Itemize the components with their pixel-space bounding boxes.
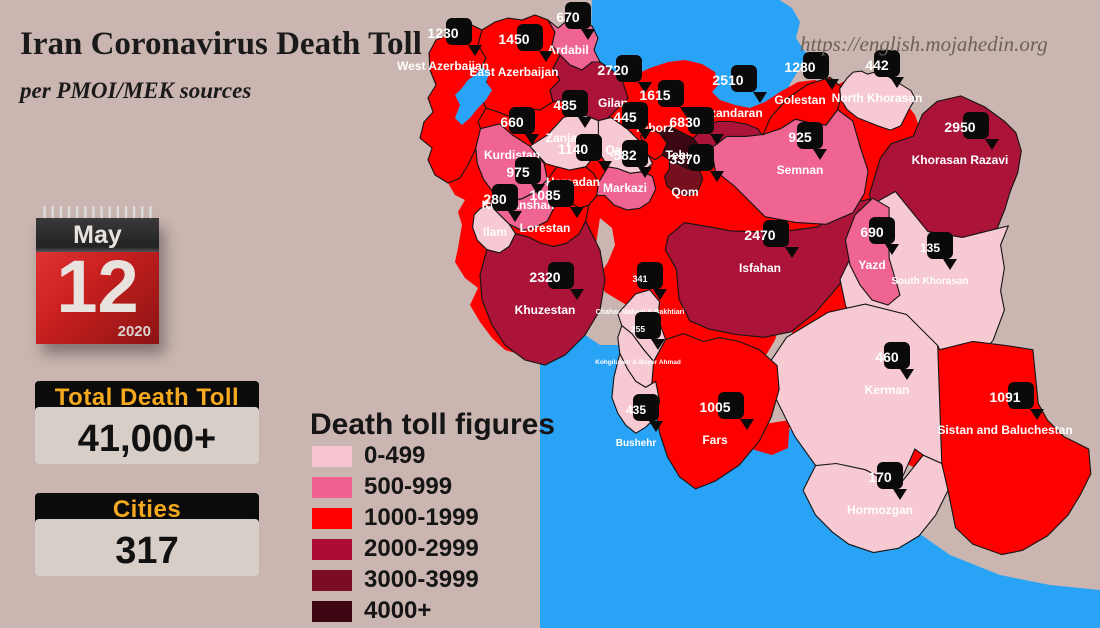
svg-text:2470: 2470 [744,227,775,243]
svg-text:670: 670 [556,9,580,25]
svg-text:Kerman: Kerman [865,383,910,397]
svg-text:582: 582 [613,147,637,163]
svg-text:2950: 2950 [944,119,975,135]
svg-text:1450: 1450 [498,31,529,47]
svg-text:925: 925 [788,129,812,145]
svg-text:341: 341 [632,274,647,284]
svg-text:170: 170 [868,469,892,485]
svg-text:1005: 1005 [699,399,730,415]
svg-text:Qom: Qom [671,185,698,199]
svg-text:280: 280 [483,191,507,207]
svg-text:660: 660 [500,114,524,130]
svg-text:2510: 2510 [712,72,743,88]
svg-text:255: 255 [631,324,645,334]
svg-text:Fars: Fars [702,433,728,447]
svg-text:1140: 1140 [558,141,589,157]
svg-text:Khorasan Razavi: Khorasan Razavi [912,153,1009,167]
svg-text:975: 975 [506,164,530,180]
svg-text:435: 435 [626,403,646,417]
svg-text:South Khorasan: South Khorasan [891,276,968,287]
svg-text:Khuzestan: Khuzestan [515,303,576,317]
svg-text:485: 485 [553,97,577,113]
svg-text:Golestan: Golestan [774,93,825,107]
svg-text:445: 445 [613,109,637,125]
svg-text:Semnan: Semnan [777,163,824,177]
svg-text:460: 460 [875,349,899,365]
svg-text:Markazi: Markazi [603,181,647,195]
svg-text:Ardabil: Ardabil [547,43,588,57]
svg-text:6830: 6830 [669,114,700,130]
svg-text:690: 690 [860,224,884,240]
svg-text:2720: 2720 [597,62,628,78]
svg-text:1091: 1091 [989,389,1020,405]
svg-text:1230: 1230 [427,25,458,41]
svg-text:Isfahan: Isfahan [739,261,781,275]
svg-text:Ilam: Ilam [483,225,507,239]
svg-text:442: 442 [865,57,889,73]
svg-text:North Khorasan: North Khorasan [832,91,923,105]
svg-text:Kohgiluyeh & Boyer Ahmad: Kohgiluyeh & Boyer Ahmad [595,359,681,366]
svg-text:1085: 1085 [529,187,560,203]
svg-text:1615: 1615 [639,87,670,103]
svg-text:Sistan and Baluchestan: Sistan and Baluchestan [937,423,1072,437]
svg-text:3370: 3370 [669,151,700,167]
svg-text:East Azerbaijan: East Azerbaijan [470,65,559,79]
svg-text:1280: 1280 [784,59,815,75]
svg-text:Bushehr: Bushehr [616,438,657,449]
svg-text:Hormozgan: Hormozgan [847,503,913,517]
svg-text:Lorestan: Lorestan [520,221,571,235]
svg-text:2320: 2320 [529,269,560,285]
svg-text:135: 135 [920,241,940,255]
svg-text:Yazd: Yazd [858,258,885,272]
